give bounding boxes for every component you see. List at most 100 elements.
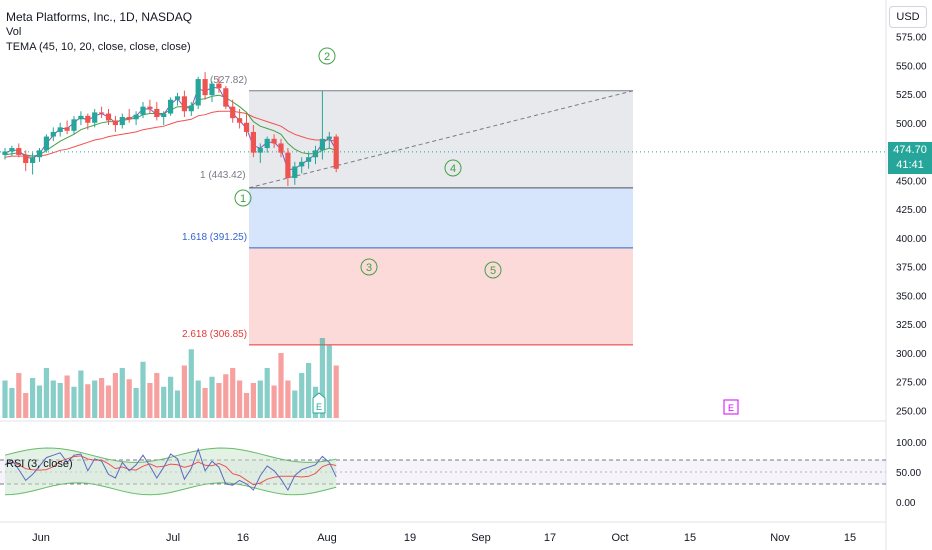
volume-bar: [16, 373, 22, 418]
candle-body: [271, 138, 277, 144]
pattern-point-label: 4: [450, 163, 456, 175]
level-label: (527.82): [210, 75, 247, 86]
volume-bar: [195, 380, 201, 418]
price-tick-label: 575.00: [896, 33, 927, 44]
pattern-point-circle: [484, 261, 502, 279]
price-tick-label: 325.00: [896, 320, 927, 331]
rsi-envelope-lower: [4, 482, 337, 496]
currency-button[interactable]: USD: [889, 6, 927, 28]
price-tick-label: 250.00: [896, 406, 927, 417]
pattern-point-label: 1: [240, 193, 246, 205]
bar-countdown: 41:41: [896, 159, 924, 171]
candle-body: [202, 79, 208, 96]
projection-zone-blue: [249, 187, 633, 248]
candle-body: [30, 157, 36, 163]
candle-body: [16, 148, 22, 155]
volume-bar: [243, 393, 250, 418]
candle-body: [161, 113, 167, 117]
candle-body: [264, 138, 270, 149]
candle-body: [2, 151, 8, 155]
volume-bar: [285, 380, 291, 418]
volume-bar: [119, 368, 125, 418]
rsi-tick-label: 100.00: [896, 438, 927, 449]
price-tick-label: 450.00: [896, 176, 927, 187]
volume-bar: [78, 370, 84, 418]
last-price-tag: 474.70 41:41: [888, 142, 932, 174]
time-tick-label: 15: [684, 532, 696, 544]
level-label: 1 (443.42): [200, 170, 246, 181]
volume-bar: [250, 383, 256, 418]
volume-bar: [2, 380, 8, 418]
trend-projection-line: [248, 90, 634, 189]
volume-bar: [257, 380, 263, 418]
volume-bar: [264, 368, 270, 418]
candle-body: [257, 148, 263, 153]
candle-body: [216, 83, 222, 89]
volume-bar: [188, 349, 194, 418]
volume-bar: [85, 384, 91, 418]
candle-body: [126, 117, 132, 120]
volume-bar: [168, 376, 174, 418]
earnings-label: E: [728, 403, 734, 413]
volume-bar: [209, 376, 215, 418]
candle-body: [57, 127, 63, 132]
candle-body: [147, 106, 153, 109]
price-tick-label: 500.00: [896, 119, 927, 130]
volume-bar: [278, 353, 284, 418]
volume-bar: [126, 379, 132, 418]
candle-body: [36, 150, 43, 158]
time-tick-label: Aug: [317, 532, 337, 544]
volume-bar: [181, 365, 187, 418]
rsi-envelope-upper: [4, 447, 337, 463]
volume-bar: [50, 380, 56, 418]
volume-bar: [326, 345, 332, 418]
volume-bar: [9, 388, 15, 418]
volume-bar: [147, 383, 153, 418]
candle-body: [181, 96, 187, 112]
time-tick-label: Oct: [611, 532, 628, 544]
volume-bar: [133, 388, 139, 418]
volume-bar: [161, 386, 167, 418]
price-tick-label: 350.00: [896, 291, 927, 302]
volume-bar: [174, 390, 181, 418]
earnings-marker-past: [312, 392, 326, 414]
volume-label[interactable]: Vol: [6, 26, 22, 38]
volume-bar: [216, 383, 222, 418]
symbol-title[interactable]: Meta Platforms, Inc., 1D, NASDAQ: [6, 10, 193, 24]
rsi-line: [4, 447, 337, 492]
price-tick-label: 400.00: [896, 234, 927, 245]
earnings-label: E: [316, 402, 322, 412]
volume-bar: [57, 383, 63, 418]
candle-body: [85, 115, 91, 123]
candle-body: [168, 99, 174, 114]
candle-body: [333, 136, 339, 169]
pattern-point-circle: [318, 47, 336, 65]
candle-body: [326, 136, 332, 139]
rsi-label[interactable]: RSI (3, close): [6, 458, 73, 470]
tema-label[interactable]: TEMA (45, 10, 20, close, close, close): [6, 41, 191, 53]
pattern-point-circle: [360, 258, 378, 276]
time-tick-label: Sep: [471, 532, 491, 544]
candle-body: [78, 115, 84, 120]
volume-bar: [299, 373, 305, 418]
volume-bar: [202, 388, 208, 418]
candle-body: [105, 113, 112, 121]
candle-body: [306, 157, 312, 162]
volume-bar: [36, 385, 43, 418]
volume-bar: [112, 373, 118, 418]
candle-body: [133, 114, 139, 120]
candle-body: [292, 166, 298, 178]
candle-body: [223, 88, 229, 107]
candle-body: [243, 122, 250, 132]
volume-bar: [319, 338, 325, 418]
volume-bar: [43, 368, 49, 418]
volume-bar: [271, 385, 277, 418]
volume-bar: [237, 380, 243, 418]
rsi-tick-label: 0.00: [896, 498, 916, 509]
volume-bar: [306, 363, 312, 418]
pattern-point-label: 3: [366, 262, 372, 274]
volume-bar: [99, 378, 105, 418]
volume-bar: [71, 386, 77, 418]
candle-body: [99, 112, 105, 114]
